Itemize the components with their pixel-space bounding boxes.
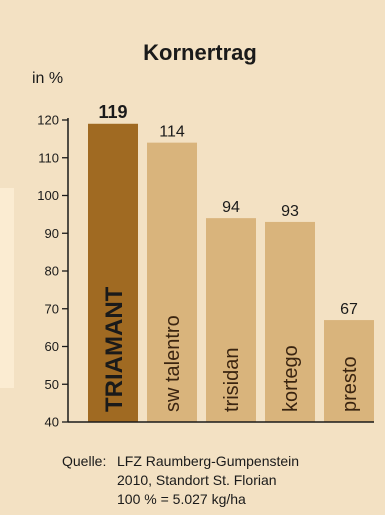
bar-value-label: 67 — [340, 301, 358, 318]
bar-value-label: 114 — [159, 124, 185, 141]
y-tick-label: 120 — [37, 113, 59, 128]
source-line-3: 100 % = 5.027 kg/ha — [117, 491, 246, 507]
y-tick-label: 70 — [45, 301, 59, 316]
bar-category-label: trisidan — [221, 348, 243, 412]
bar-value-label: 119 — [98, 102, 127, 122]
source-label: Quelle: — [62, 453, 107, 469]
y-tick-label: 110 — [38, 150, 59, 165]
y-tick-label: 100 — [37, 188, 59, 203]
y-tick-label: 50 — [45, 377, 59, 392]
bar-category-label: sw talentro — [162, 315, 184, 412]
bar-2 — [147, 142, 197, 422]
y-tick-label: 80 — [45, 264, 59, 279]
y-tick-label: 40 — [45, 415, 59, 430]
bar-5 — [324, 320, 374, 422]
y-axis-ticks: 40 50 60 70 80 90 100 110 120 — [37, 113, 68, 430]
bar-4 — [265, 221, 315, 422]
bar-category-label: TRIAMANT — [101, 286, 128, 412]
bar-chart: Kornertrag in % 40 50 60 70 80 90 100 110 120 11… — [32, 40, 374, 430]
y-tick-label: 60 — [45, 339, 59, 354]
bar-category-label: presto — [339, 356, 361, 412]
source-line-1: LFZ Raumberg-Gumpenstein — [117, 453, 300, 469]
bar-value-label: 94 — [222, 199, 240, 216]
bar-value-label: 93 — [281, 203, 299, 220]
bar-1 — [88, 123, 138, 423]
source-lines: LFZ Raumberg-Gumpenstein 2010, Standort S… — [117, 452, 299, 509]
bar-category-label: kortego — [280, 345, 302, 412]
bars: 119 TRIAMANT 114 sw talentro 94 trisidan 93 kor… — [88, 102, 374, 423]
source-line-2: 2010, Standort St. Florian — [117, 472, 277, 488]
chart-title: Kornertrag — [143, 40, 257, 65]
bar-3 — [206, 218, 256, 422]
y-axis-label: in % — [32, 70, 63, 87]
source-note: Quelle: LFZ Raumberg-Gumpenstein 2010, Sta… — [62, 452, 299, 509]
y-tick-label: 90 — [45, 226, 59, 241]
